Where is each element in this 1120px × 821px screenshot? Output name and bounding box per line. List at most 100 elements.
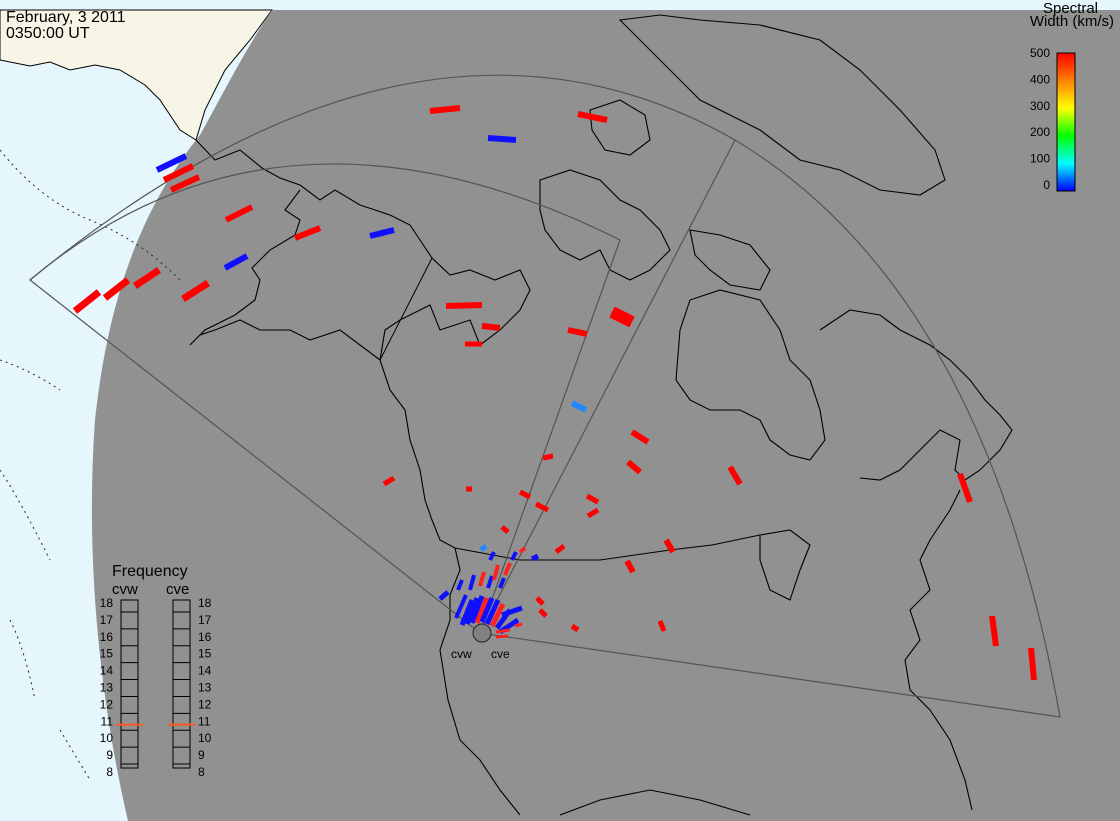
colorbar-tick-label: 300 — [1030, 99, 1050, 113]
echo — [518, 546, 527, 554]
echo — [495, 628, 511, 634]
echo — [223, 253, 249, 271]
colorbar-tick-label: 100 — [1030, 152, 1050, 166]
fov-outer-boundary — [29, 74, 1061, 718]
echo — [503, 562, 512, 576]
frequency-tick-label-right: 13 — [198, 681, 212, 695]
coast-ellesmere — [589, 99, 651, 156]
radar-site: cvw cve — [451, 623, 510, 661]
echo — [657, 620, 667, 632]
radar-echoes — [72, 105, 1037, 681]
coast-hudson-bay — [675, 289, 826, 461]
frequency-tick-label-left: 14 — [100, 664, 114, 678]
echo — [570, 400, 588, 413]
echo — [133, 267, 161, 289]
echo — [102, 277, 131, 301]
echo — [181, 280, 210, 302]
coast-alaska-west — [189, 139, 531, 361]
echo — [489, 602, 506, 628]
frequency-tick-label-left: 8 — [106, 765, 113, 779]
frequency-tick-label-left: 12 — [100, 697, 114, 711]
frequency-tick-label-left: 11 — [101, 714, 114, 728]
colorbar-tick-label: 200 — [1030, 125, 1050, 139]
colorbar-gradient — [1056, 52, 1076, 192]
frequency-tick-label-right: 9 — [198, 748, 205, 762]
echo — [445, 302, 483, 309]
dayside-land — [0, 9, 273, 141]
echo — [454, 594, 468, 619]
colorbar-title-line1: Spectral — [1042, 0, 1098, 17]
coastlines — [189, 14, 1013, 816]
echo — [478, 571, 486, 587]
night-side-region — [91, 10, 1120, 821]
echo — [293, 225, 322, 241]
echo — [530, 553, 540, 562]
frequency-bar-cve — [172, 599, 191, 769]
echo — [438, 590, 450, 601]
echo — [957, 472, 973, 504]
frequency-label-cve: cve — [166, 581, 189, 598]
echo — [630, 429, 650, 445]
echo — [538, 608, 548, 618]
echo — [624, 559, 636, 574]
coast-pacific — [379, 359, 521, 816]
echo — [488, 551, 496, 561]
radar-label-cvw: cvw — [451, 647, 472, 661]
border-alaska-canada — [379, 257, 433, 361]
fov-beam-edge-west — [479, 239, 621, 634]
echo — [534, 501, 550, 513]
colorbar-tick-label: 400 — [1030, 72, 1050, 86]
echo — [577, 111, 608, 123]
frequency-tick-label-left: 13 — [100, 681, 114, 695]
echo — [382, 475, 396, 487]
frequency-tick-label-left: 18 — [100, 596, 114, 610]
frequency-tick-label-right: 8 — [198, 765, 205, 779]
frequency-title: Frequency — [112, 563, 188, 580]
echo — [518, 489, 532, 500]
time-label: 0350:00 UT — [6, 25, 90, 42]
echo — [727, 465, 743, 486]
echo — [486, 575, 494, 589]
echo — [514, 622, 523, 628]
political-borders — [379, 257, 761, 561]
echo — [535, 596, 545, 606]
echo — [510, 551, 518, 561]
coast-east — [904, 489, 973, 811]
echo — [626, 459, 642, 475]
frequency-tick-label-right: 15 — [198, 647, 212, 661]
echo — [609, 306, 635, 328]
echo — [369, 227, 395, 239]
echo — [459, 599, 475, 626]
colorbar-title-line2: Width (km/s) — [1029, 13, 1114, 30]
echo — [492, 564, 500, 581]
frequency-tick-label-left: 15 — [100, 647, 114, 661]
echo — [1028, 647, 1037, 681]
echo — [479, 597, 495, 623]
echo — [468, 574, 476, 591]
coast-gulf — [559, 789, 751, 816]
radar-label-cve: cve — [491, 647, 510, 661]
echo — [155, 153, 188, 173]
echo — [495, 634, 509, 639]
frequency-tick-label-left: 10 — [100, 731, 114, 745]
frequency-panel: Frequency cvw cve 18 18 17 17 16 16 15 15 14 14 13… — [100, 563, 212, 779]
echo — [474, 597, 490, 624]
echo — [72, 289, 102, 314]
echo — [567, 327, 588, 337]
echo — [469, 595, 485, 624]
echo — [429, 105, 461, 114]
frequency-tick-label-right: 14 — [198, 664, 212, 678]
echo — [586, 507, 600, 519]
coast-baffin — [689, 229, 771, 291]
frequency-tick-label-right: 10 — [198, 731, 212, 745]
frequency-tick-label-right: 17 — [198, 613, 212, 627]
border-us-canada — [454, 534, 761, 561]
echo — [663, 538, 676, 554]
frequency-tick-label-right: 18 — [198, 596, 212, 610]
echo — [501, 605, 523, 618]
coast-greenland — [618, 14, 946, 196]
echo — [498, 577, 506, 589]
echo — [542, 453, 554, 461]
echo — [570, 623, 580, 633]
